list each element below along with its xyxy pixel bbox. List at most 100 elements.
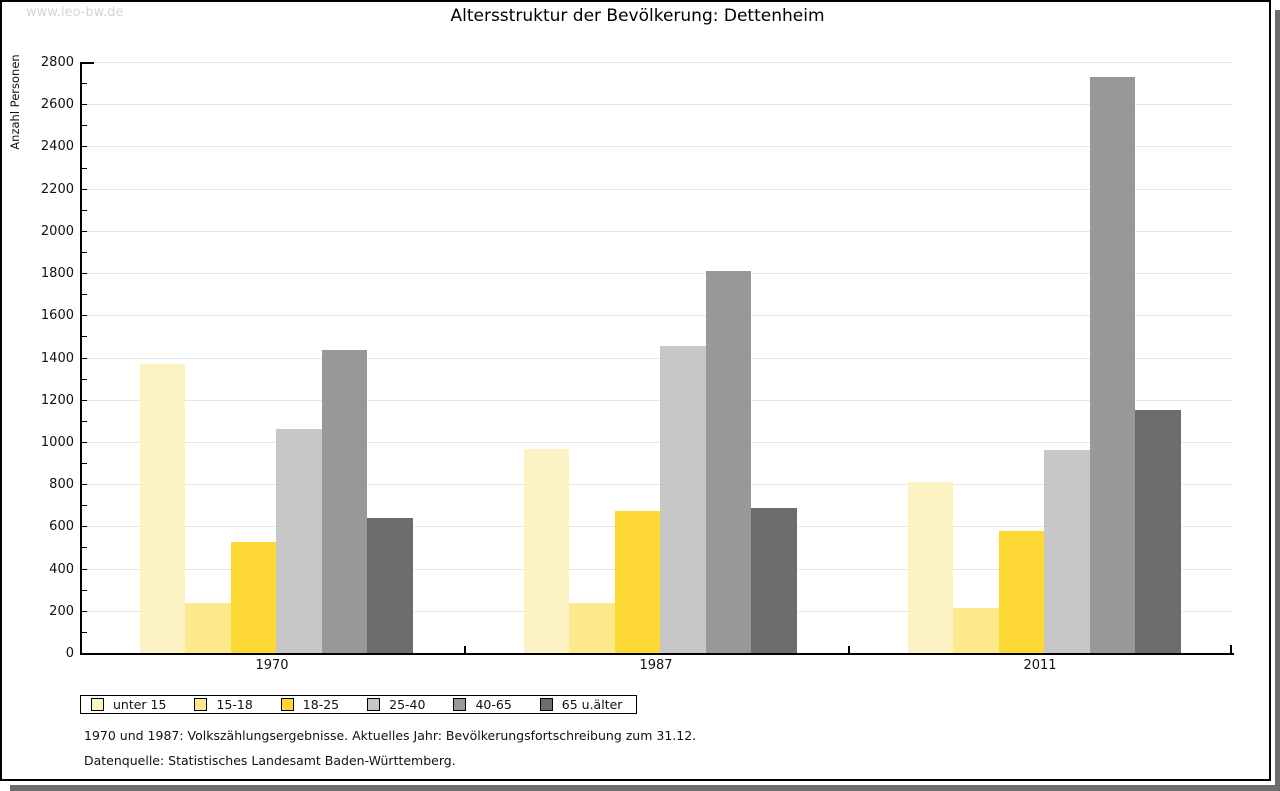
y-minor-tick [82,209,87,211]
y-minor-tick [82,505,87,507]
y-tick-label: 2600 [40,97,74,113]
gridline [82,484,1232,486]
legend-swatch [280,698,294,711]
x-tick-label: 1987 [639,658,673,673]
legend-label: 65 u.älter [561,697,623,712]
bar [321,350,367,653]
legend-label: 25-40 [389,697,426,712]
x-group-tick [848,646,850,653]
gridline [82,104,1232,106]
y-minor-tick [82,146,87,148]
bar [953,607,999,653]
legend-item: 25-40 [367,697,425,712]
gridline [82,188,1232,190]
bar [614,510,660,653]
x-tick-label: 2011 [1023,658,1057,673]
legend: unter 15 15-18 18-25 25-40 40-65 65 u.älter [80,695,638,714]
footer-note: 1970 und 1987: Volkszählungsergebnisse. … [84,728,697,743]
bar [276,429,322,653]
y-minor-tick [82,610,87,612]
gridline [82,357,1232,359]
y-tick-label: 0 [65,646,74,661]
y-minor-tick [82,315,87,317]
y-tick-label: 2000 [40,223,74,239]
y-minor-tick [82,589,87,591]
bar [907,482,953,653]
y-minor-tick [82,294,87,296]
y-tick-label: 2200 [40,181,74,197]
legend-label: 40-65 [475,697,512,712]
y-minor-tick [82,484,87,486]
drop-shadow-bottom [10,785,1280,791]
x-group-tick [464,646,466,653]
y-minor-tick [82,83,87,85]
bar [998,530,1044,653]
y-minor-tick [82,104,87,106]
gridline [82,273,1232,275]
y-minor-tick [82,188,87,190]
y-axis-end-tick [82,62,94,64]
y-minor-tick [82,420,87,422]
legend-swatch [91,698,104,711]
y-tick-label: 600 [49,519,74,535]
bar [705,270,751,653]
gridline [82,441,1232,443]
gridline [82,62,1232,63]
legend-swatch [453,698,467,711]
x-axis-line [80,653,1234,655]
x-axis-end-tick [1230,645,1232,653]
y-tick-label: 1000 [40,434,74,450]
y-minor-tick [82,547,87,549]
y-minor-tick [82,441,87,443]
legend-item: 18-25 [280,697,340,712]
bar [1044,450,1090,653]
y-minor-tick [82,230,87,232]
legend-item: 65 u.älter [539,697,623,712]
bar [751,508,797,653]
y-tick-label: 200 [49,603,74,619]
y-minor-tick [82,167,87,169]
bar [230,542,276,653]
y-minor-tick [82,631,87,633]
y-minor-tick [82,463,87,465]
y-axis-line [80,62,82,655]
y-tick-label: 800 [49,477,74,493]
legend-swatch [539,698,553,711]
y-minor-tick [82,336,87,338]
y-minor-tick [82,273,87,275]
legend-label: unter 15 [113,697,167,712]
bar [1135,410,1181,653]
y-minor-tick [82,251,87,253]
y-minor-tick [82,357,87,359]
bar [523,449,569,653]
watermark: www.leo-bw.de [26,5,124,20]
bar [185,603,231,653]
y-tick-label: 400 [49,561,74,577]
legend-item: unter 15 [91,697,166,712]
drop-shadow-right [1275,10,1280,791]
legend-label: 15-18 [216,697,253,712]
legend-label: 18-25 [302,697,340,712]
y-tick-label: 2800 [40,55,74,70]
legend-swatch [367,698,381,711]
gridline [82,146,1232,148]
footer-source: Datenquelle: Statistisches Landesamt Bad… [84,753,456,768]
gridline [82,315,1232,317]
y-minor-tick [82,378,87,380]
y-minor-tick [82,125,87,127]
y-tick-label: 1600 [40,308,74,324]
y-tick-label: 1200 [40,392,74,408]
y-minor-tick [82,526,87,528]
y-minor-tick [82,399,87,401]
y-tick-label: 1800 [40,266,74,282]
legend-item: 15-18 [194,697,253,712]
y-tick-label: 1400 [40,350,74,366]
bar [1089,76,1135,653]
gridline [82,399,1232,401]
legend-swatch [194,698,208,711]
gridline [82,230,1232,232]
y-minor-tick [82,568,87,570]
